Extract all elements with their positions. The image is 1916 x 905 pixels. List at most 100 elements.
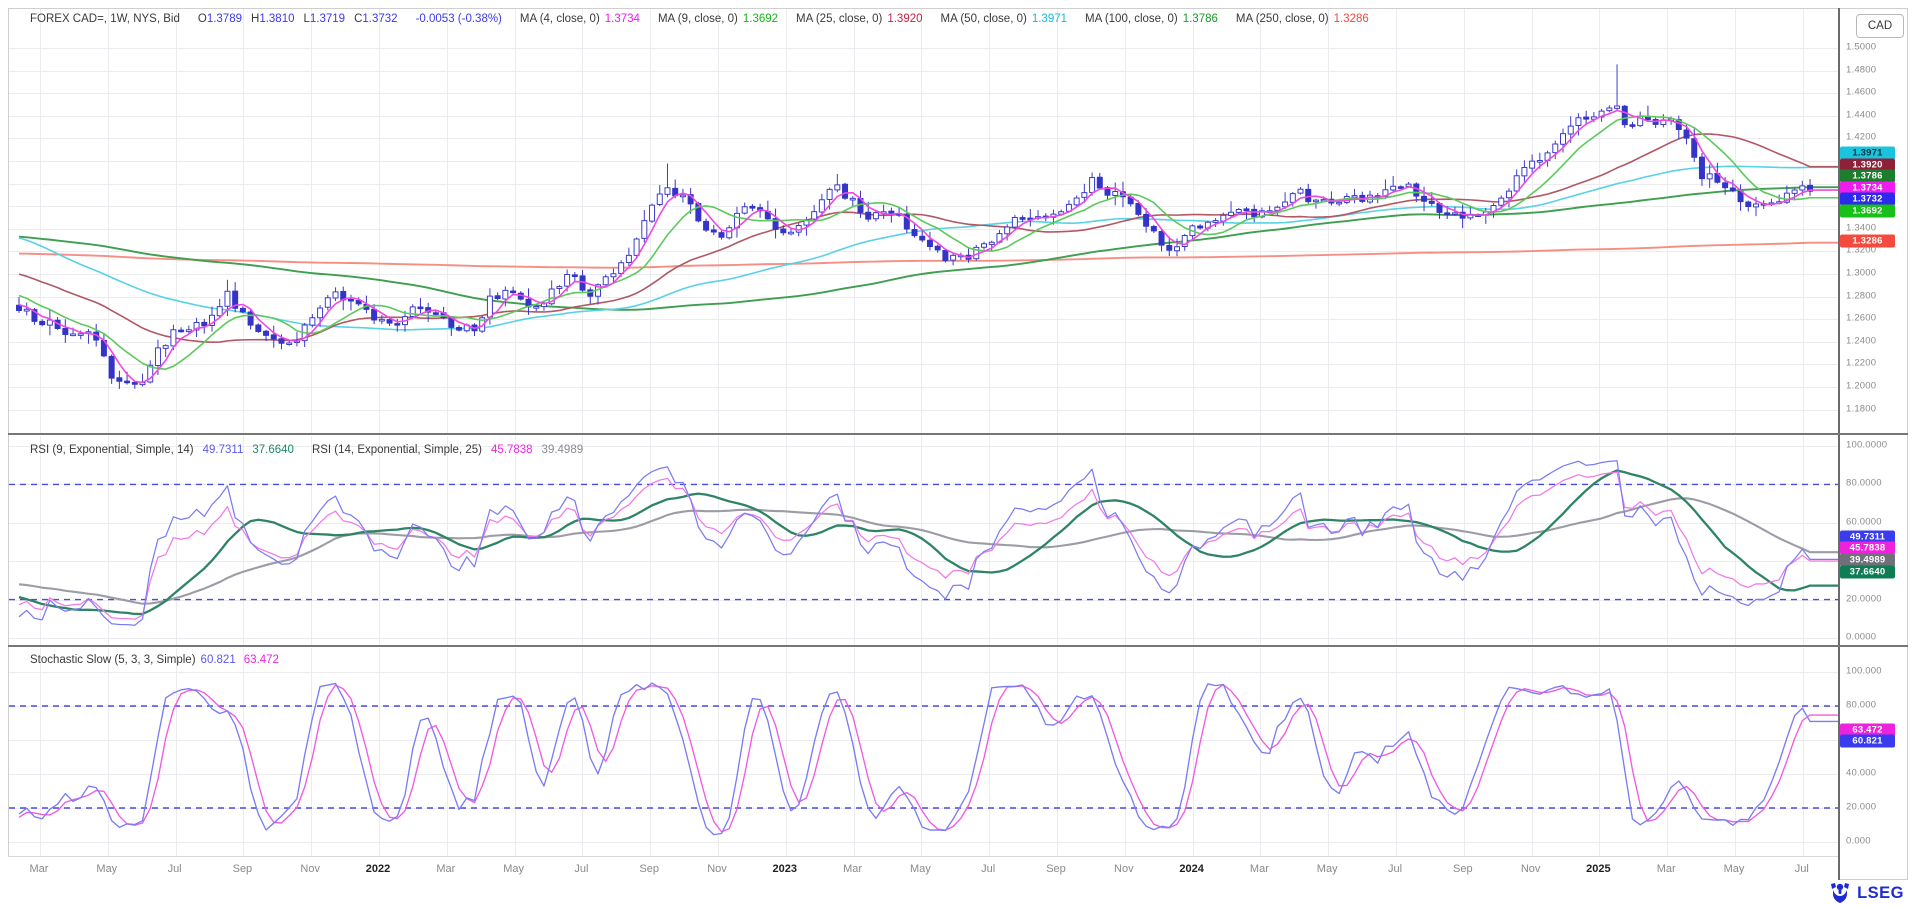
axis-tick-label: 60.0000 bbox=[1846, 516, 1882, 528]
x-axis-label: May bbox=[910, 863, 931, 875]
axis-value-tag: 49.7311 bbox=[1840, 530, 1895, 544]
x-axis-label: 2022 bbox=[365, 863, 391, 875]
x-axis-label: Mar bbox=[1656, 863, 1676, 875]
axis-tick-label: 1.2800 bbox=[1846, 290, 1877, 302]
x-axis-label: 2025 bbox=[1586, 863, 1611, 875]
axis-tick-label: 1.4200 bbox=[1846, 131, 1877, 143]
stoch-legend-value: 60.821 bbox=[200, 654, 236, 666]
lseg-logo-icon bbox=[1831, 883, 1850, 903]
change-readout: -0.0053 (-0.38%) bbox=[415, 13, 502, 25]
axis-tick-label: 1.4800 bbox=[1846, 64, 1877, 76]
rsi-chart-surface[interactable] bbox=[9, 436, 1839, 646]
axis-tick-label: 0.000 bbox=[1846, 835, 1871, 847]
x-axis-label: May bbox=[503, 863, 524, 875]
x-axis-label: May bbox=[96, 863, 118, 875]
x-axis-label: Jul bbox=[1794, 863, 1809, 875]
axis-tick-label: 1.2600 bbox=[1846, 312, 1877, 324]
axis-value-tag: 63.472 bbox=[1840, 723, 1895, 737]
price-axis-border bbox=[1838, 8, 1840, 880]
x-axis-label: 2024 bbox=[1179, 863, 1204, 875]
axis-tick-label: 1.1800 bbox=[1846, 403, 1877, 415]
x-axis-label: May bbox=[1316, 863, 1338, 875]
axis-value-tag: 37.6640 bbox=[1840, 565, 1895, 578]
axis-tick-label: 1.3000 bbox=[1846, 267, 1877, 279]
x-axis-label: Jul bbox=[1387, 863, 1403, 875]
footer-bar: LSEG bbox=[0, 880, 1916, 905]
lseg-logo-text: LSEG bbox=[1857, 883, 1904, 902]
panel-separator[interactable] bbox=[8, 645, 1908, 647]
ohlc-value: H1.3810 bbox=[251, 13, 295, 25]
axis-value-tag: 39.4989 bbox=[1840, 553, 1895, 567]
axis-value-tag: 1.3734 bbox=[1840, 181, 1895, 195]
price-panel-legend: FOREX CAD=, 1W, NYS, Bid O1.3789 H1.3810 L… bbox=[30, 13, 1369, 25]
ma-legend-item: MA (4, close, 0) 1.3734 bbox=[519, 13, 640, 25]
ma-legend-item: MA (250, close, 0) 1.3286 bbox=[1235, 13, 1369, 25]
ma-legend-item: MA (100, close, 0) 1.3786 bbox=[1085, 13, 1218, 25]
axis-tick-label: 1.2000 bbox=[1846, 380, 1877, 392]
axis-tick-label: 1.2400 bbox=[1846, 335, 1877, 347]
chart-frame bbox=[8, 8, 1908, 880]
axis-tick-label: 40.000 bbox=[1846, 767, 1877, 779]
price-chart-surface[interactable] bbox=[9, 9, 1839, 434]
x-axis-label: Mar bbox=[29, 863, 49, 875]
rsi-legend-item: RSI (14, Exponential, Simple, 25) 45.7838… bbox=[311, 444, 584, 456]
ma-legend-item: MA (50, close, 0) 1.3971 bbox=[940, 13, 1068, 25]
rsi-legend-item: RSI (9, Exponential, Simple, 14) 49.7311 3… bbox=[30, 444, 294, 456]
x-axis-label: Sep bbox=[1046, 863, 1066, 875]
x-axis-label: Nov bbox=[300, 863, 320, 875]
currency-button[interactable]: CAD bbox=[1856, 14, 1904, 38]
x-axis-label: Sep bbox=[639, 863, 659, 875]
x-axis-label: Mar bbox=[843, 863, 863, 875]
panel-separator[interactable] bbox=[8, 433, 1908, 435]
ohlc-value: C1.3732 bbox=[354, 13, 398, 25]
ma-legend-item: MA (25, close, 0) 1.3920 bbox=[796, 13, 923, 25]
x-axis-label: Sep bbox=[1453, 863, 1473, 875]
x-axis-label: Mar bbox=[436, 863, 456, 875]
time-axis[interactable] bbox=[8, 856, 1838, 881]
axis-value-tag: 1.3786 bbox=[1840, 169, 1895, 183]
axis-tick-label: 20.0000 bbox=[1846, 593, 1882, 605]
axis-tick-label: 1.3200 bbox=[1846, 244, 1877, 256]
x-axis-label: 2023 bbox=[772, 863, 798, 875]
ohlc-value: O1.3789 bbox=[197, 13, 242, 25]
axis-tick-label: 20.000 bbox=[1846, 801, 1877, 813]
axis-tick-label: 1.4600 bbox=[1846, 86, 1877, 98]
x-axis-label: Nov bbox=[1520, 863, 1541, 875]
axis-value-tag: 60.821 bbox=[1840, 734, 1895, 748]
axis-tick-label: 1.2200 bbox=[1846, 357, 1877, 369]
x-axis-label: Nov bbox=[707, 863, 727, 875]
x-axis-label: Jul bbox=[574, 863, 589, 875]
ma-legend-item: MA (9, close, 0) 1.3692 bbox=[657, 13, 779, 25]
axis-tick-label: 0.0000 bbox=[1846, 631, 1877, 643]
stoch-legend-title: Stochastic Slow (5, 3, 3, Simple) bbox=[30, 654, 196, 666]
x-axis-label: Nov bbox=[1114, 863, 1134, 875]
axis-tick-label: 1.4400 bbox=[1846, 109, 1877, 121]
axis-value-tag: 1.3692 bbox=[1840, 204, 1895, 218]
instrument-title: FOREX CAD=, 1W, NYS, Bid bbox=[30, 13, 180, 25]
x-axis-label: May bbox=[1723, 863, 1745, 875]
axis-value-tag: 1.3732 bbox=[1840, 192, 1895, 206]
ohlc-value: L1.3719 bbox=[303, 13, 346, 25]
stoch-panel-legend: Stochastic Slow (5, 3, 3, Simple) 60.821… bbox=[30, 654, 279, 666]
ma-legend: MA (4, close, 0) 1.3734 MA (9, close, 0) 1.… bbox=[520, 13, 1369, 25]
x-axis-label: Sep bbox=[232, 863, 253, 875]
axis-tick-label: 1.5000 bbox=[1846, 41, 1877, 53]
axis-value-tag: 1.3971 bbox=[1840, 146, 1895, 160]
axis-value-tag: 1.3286 bbox=[1840, 234, 1895, 248]
axis-tick-label: 1.3400 bbox=[1846, 222, 1877, 234]
stoch-legend-value: 63.472 bbox=[243, 654, 279, 666]
stochastic-chart-surface[interactable] bbox=[9, 648, 1839, 856]
axis-tick-label: 80.000 bbox=[1846, 699, 1877, 711]
rsi-panel-legend: RSI (9, Exponential, Simple, 14) 49.7311 3… bbox=[30, 444, 583, 456]
axis-tick-label: 100.000 bbox=[1846, 665, 1882, 677]
axis-value-tag: 45.7838 bbox=[1840, 541, 1895, 555]
axis-tick-label: 100.0000 bbox=[1846, 439, 1888, 451]
x-axis-label: Jul bbox=[167, 863, 182, 875]
axis-value-tag: 1.3920 bbox=[1840, 158, 1895, 172]
lseg-brand: LSEG bbox=[1828, 882, 1904, 904]
ohlc-readout: O1.3789 H1.3810 L1.3719 C1.3732 bbox=[198, 13, 398, 25]
x-axis-label: Mar bbox=[1249, 863, 1269, 875]
x-axis-label: Jul bbox=[981, 863, 996, 875]
axis-tick-label: 80.0000 bbox=[1846, 477, 1882, 489]
